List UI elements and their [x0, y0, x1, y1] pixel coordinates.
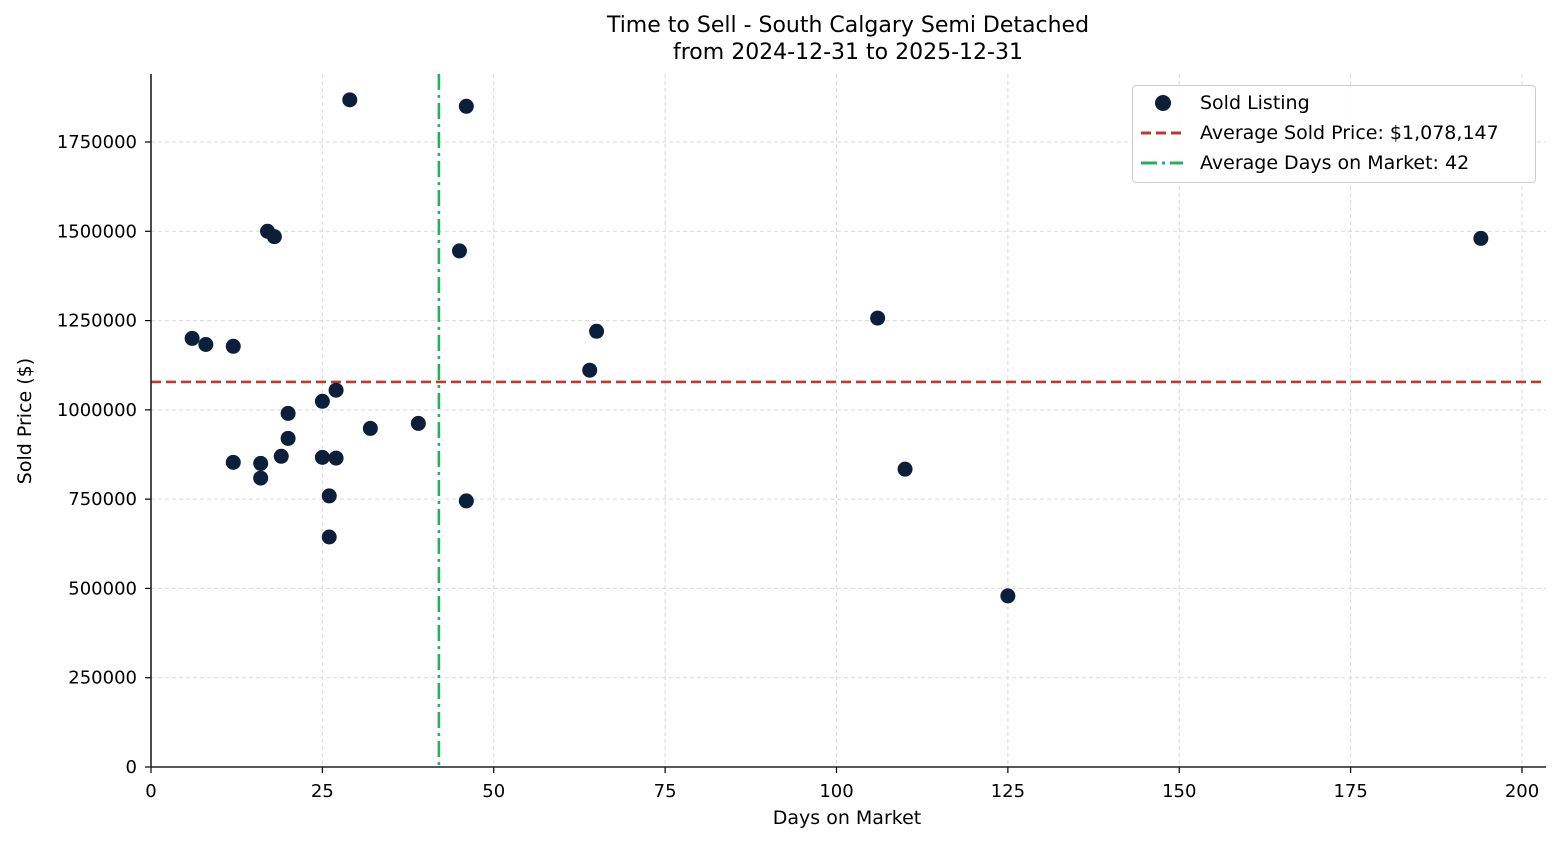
x-tick-label: 75: [654, 781, 677, 802]
dashdot-line-icon: [1141, 161, 1183, 165]
dashed-line-icon: [1141, 131, 1183, 135]
data-point: [321, 488, 337, 504]
y-tick-label: 1750000: [57, 132, 137, 153]
data-point: [328, 382, 344, 398]
y-tick-label: 1250000: [57, 311, 137, 332]
data-point: [1473, 230, 1489, 246]
data-point: [458, 493, 474, 509]
data-point: [328, 450, 344, 466]
data-point: [253, 455, 269, 471]
y-axis-label: Sold Price ($): [14, 357, 36, 485]
data-point: [314, 449, 330, 465]
data-points: [184, 92, 1489, 604]
data-point: [280, 405, 296, 421]
legend-item-average-days: Average Days on Market: 42: [1133, 148, 1535, 178]
data-point: [225, 338, 241, 354]
data-point: [410, 415, 426, 431]
axes: [145, 74, 1546, 773]
data-point: [280, 430, 296, 446]
legend-label: Average Sold Price: $1,078,147: [1200, 122, 1499, 144]
x-tick-label: 125: [991, 781, 1025, 802]
marker-icon: [1155, 95, 1171, 111]
chart-title-line2: from 2024-12-31 to 2025-12-31: [673, 40, 1023, 65]
y-tick-label: 750000: [68, 489, 137, 510]
data-point: [321, 529, 337, 545]
x-tick-label: 100: [819, 781, 853, 802]
data-point: [870, 310, 886, 326]
chart-title: Time to Sell - South Calgary Semi Detach…: [0, 12, 1560, 66]
legend-item-sold-listing: Sold Listing: [1133, 88, 1535, 118]
data-point: [273, 448, 289, 464]
data-point: [589, 323, 605, 339]
data-point: [458, 98, 474, 114]
data-point: [1000, 588, 1016, 604]
legend: Sold Listing Average Sold Price: $1,078,…: [1132, 85, 1536, 183]
y-tick-label: 250000: [68, 668, 137, 689]
x-tick-label: 0: [145, 781, 156, 802]
legend-item-average-price: Average Sold Price: $1,078,147: [1133, 118, 1535, 148]
data-point: [253, 470, 269, 486]
data-point: [314, 393, 330, 409]
data-point: [342, 92, 358, 108]
reference-lines: [151, 74, 1546, 767]
data-point: [582, 362, 598, 378]
y-tick-label: 500000: [68, 578, 137, 599]
data-point: [451, 243, 467, 259]
data-point: [198, 337, 214, 352]
data-point: [266, 229, 282, 245]
data-point: [184, 330, 200, 346]
x-tick-label: 25: [311, 781, 334, 802]
tick-labels: 0 25 50 75 100 125 150 175 200 0 250000 500000 75000…: [57, 132, 1539, 802]
x-tick-label: 200: [1505, 781, 1539, 802]
x-tick-label: 150: [1162, 781, 1196, 802]
x-axis-label: Days on Market: [772, 807, 922, 829]
y-tick-label: 1000000: [57, 400, 137, 421]
legend-label: Sold Listing: [1200, 92, 1310, 114]
legend-label: Average Days on Market: 42: [1200, 152, 1470, 174]
y-tick-label: 0: [126, 757, 137, 778]
x-tick-label: 50: [482, 781, 505, 802]
data-point: [897, 461, 913, 477]
x-tick-label: 175: [1333, 781, 1367, 802]
chart-title-line1: Time to Sell - South Calgary Semi Detach…: [606, 13, 1090, 38]
y-tick-label: 1500000: [57, 221, 137, 242]
data-point: [362, 420, 378, 436]
data-point: [225, 454, 241, 470]
